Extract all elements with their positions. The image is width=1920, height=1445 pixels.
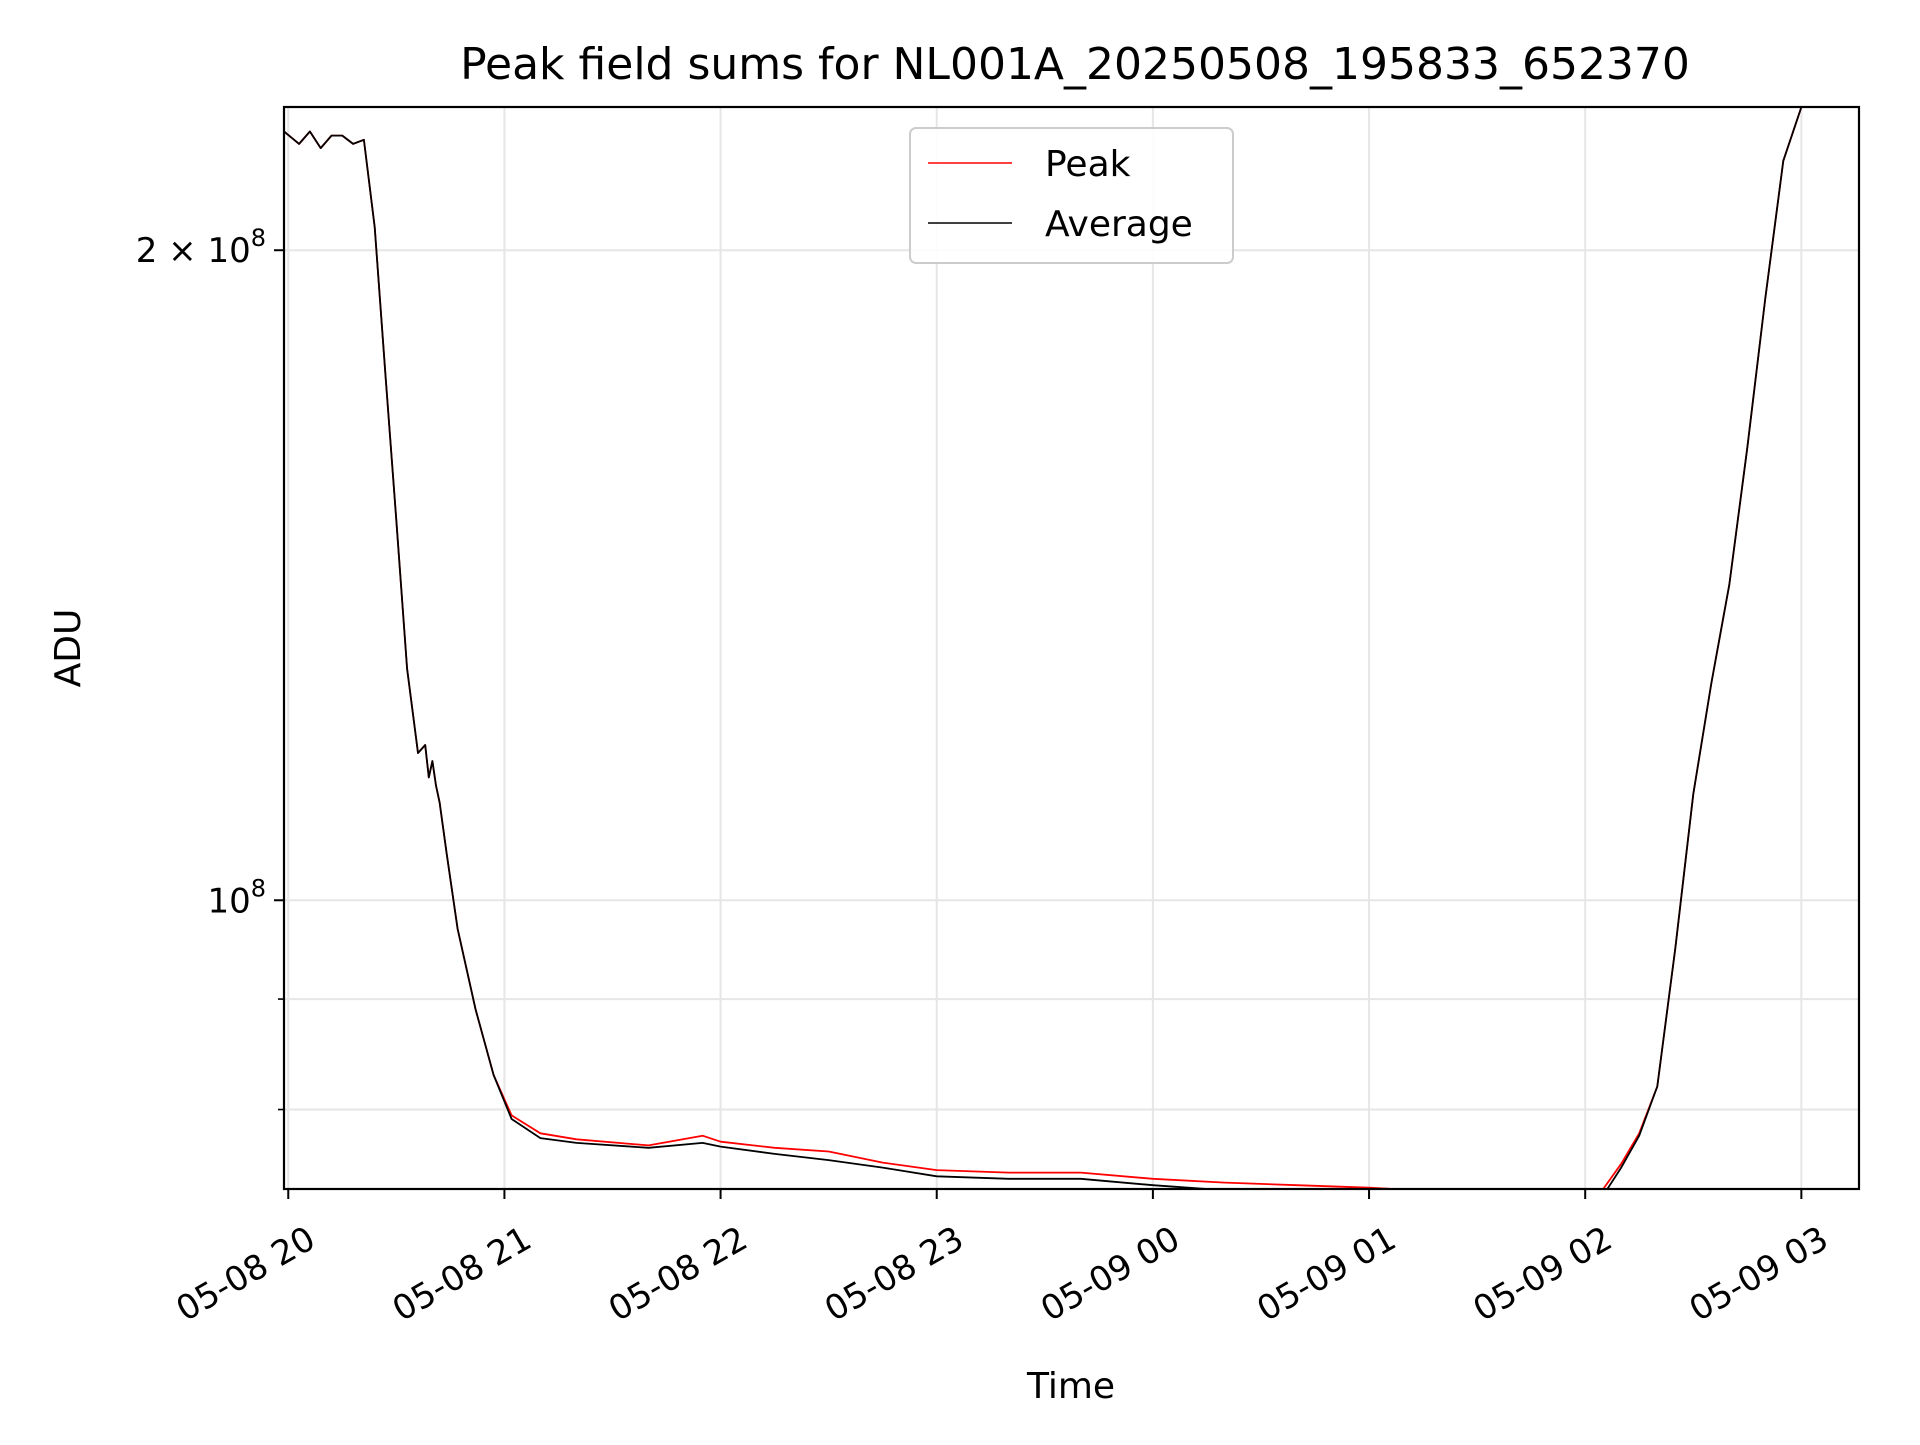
- y-axis-label: ADU: [48, 609, 89, 688]
- legend-label-average: Average: [1045, 204, 1193, 245]
- legend-box: [909, 127, 1234, 264]
- legend-label-peak: Peak: [1045, 144, 1131, 185]
- y-tick-label: 108: [207, 874, 266, 921]
- series-line-average: [284, 107, 1803, 1189]
- plot-frame: [282, 105, 1861, 1191]
- y-tick-label-base: 2 × 10: [136, 231, 251, 271]
- legend: Peak Average: [909, 127, 1234, 264]
- y-tick-label-base: 10: [207, 881, 250, 921]
- y-tick-label: 2 × 108: [136, 224, 266, 271]
- chart-title: Peak field sums for NL001A_20250508_1958…: [460, 39, 1690, 90]
- x-axis-label: Time: [1026, 1366, 1115, 1407]
- y-tick-label-exponent: 8: [251, 224, 266, 252]
- grid-lines: [284, 107, 1859, 1189]
- y-tick-label-exponent: 8: [251, 874, 266, 902]
- series-layer: [284, 107, 1803, 1189]
